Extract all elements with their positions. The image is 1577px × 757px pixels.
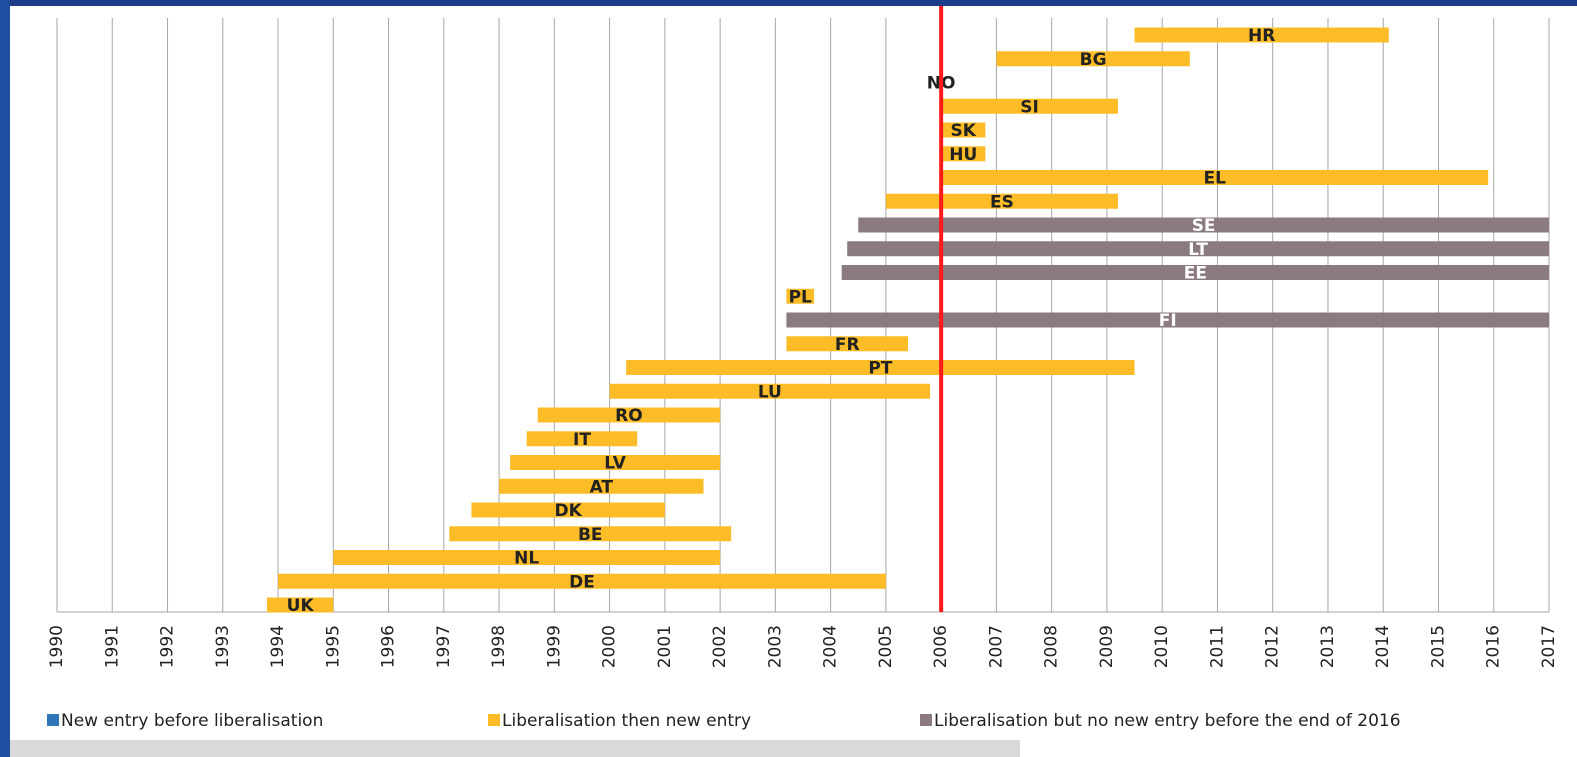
bar-label: UK (287, 596, 315, 616)
x-tick-label: 2011 (1207, 625, 1227, 668)
x-tick-label: 2007 (986, 625, 1006, 668)
bar-label: EL (1203, 169, 1226, 189)
bar-label: NL (514, 549, 539, 569)
legend-label: Liberalisation but no new entry before t… (934, 711, 1401, 731)
bar-label: DK (554, 501, 582, 521)
bar-label: SI (1020, 97, 1039, 117)
x-tick-label: 1998 (489, 625, 509, 668)
bar (941, 170, 1489, 185)
bar (471, 502, 665, 518)
bar (278, 573, 886, 589)
bar (941, 146, 986, 162)
bar (786, 312, 1549, 328)
bar-label: LV (604, 454, 626, 474)
x-tick-label: 2014 (1373, 625, 1393, 668)
x-tick-label: 1995 (323, 625, 343, 668)
bar (510, 455, 721, 470)
top-band (0, 0, 1577, 6)
bar (449, 526, 732, 542)
bar (537, 407, 721, 423)
bar (333, 550, 721, 565)
x-tick-label: 2006 (931, 625, 951, 668)
bar-label: EE (1184, 264, 1207, 284)
bar-label: BG (1080, 50, 1107, 70)
x-tick-label: 1996 (379, 625, 399, 668)
x-tick-label: 2015 (1428, 625, 1448, 668)
bar-label: FR (835, 335, 860, 355)
bar (996, 51, 1190, 67)
bar (526, 431, 638, 447)
bar (266, 597, 334, 613)
bar-label: ES (990, 192, 1014, 212)
x-tick-label: 1994 (268, 625, 288, 668)
bar (885, 193, 1118, 209)
x-tick-label: 1997 (434, 625, 454, 668)
x-tick-label: 2001 (655, 625, 675, 668)
bar (626, 360, 1135, 375)
bar (786, 288, 815, 304)
left-band (0, 0, 10, 757)
x-tick-label: 2004 (821, 625, 841, 668)
x-tick-label: 2013 (1318, 625, 1338, 668)
bar-label: LU (758, 382, 782, 402)
bar (1134, 27, 1389, 43)
bar (941, 122, 986, 138)
bar-label: BE (578, 525, 603, 545)
x-tick-label: 1992 (158, 625, 178, 668)
x-tick-label: 2008 (1042, 625, 1062, 668)
legend-label: New entry before liberalisation (61, 711, 323, 731)
bar-label: DE (569, 572, 595, 592)
bar-label: FI (1159, 311, 1177, 331)
x-tick-label: 2012 (1263, 625, 1283, 668)
x-tick-label: 2010 (1152, 625, 1172, 668)
x-tick-label: 1999 (544, 625, 564, 668)
bar-label: IT (573, 430, 591, 450)
bar-label: SK (951, 121, 977, 141)
legend-label: Liberalisation then new entry (502, 711, 751, 731)
footer-band (10, 740, 1020, 757)
legend-swatch (47, 714, 59, 726)
bar (841, 265, 1549, 280)
x-tick-label: 2005 (876, 625, 896, 668)
x-tick-label: 1991 (102, 625, 122, 668)
bar-label: RO (615, 406, 643, 426)
x-tick-label: 2002 (710, 625, 730, 668)
bar (786, 336, 908, 352)
bar (847, 241, 1549, 257)
bar-label: HR (1248, 26, 1275, 46)
bar-label: PT (868, 359, 892, 379)
x-tick-label: 1990 (47, 625, 67, 668)
bar (941, 98, 1118, 114)
x-tick-label: 2017 (1539, 625, 1559, 668)
legend-swatch (920, 714, 932, 726)
bar-label: LT (1188, 240, 1208, 260)
x-tick-label: 1993 (213, 625, 233, 668)
bar-label: HU (949, 145, 977, 165)
x-tick-label: 2000 (600, 625, 620, 668)
legend-swatch (488, 714, 500, 726)
x-tick-label: 2016 (1484, 625, 1504, 668)
bar-label: PL (789, 287, 812, 307)
bar-label: AT (590, 477, 614, 497)
bar (609, 383, 931, 399)
x-tick-label: 2003 (765, 625, 785, 668)
bar (499, 478, 704, 494)
x-tick-label: 2009 (1097, 625, 1117, 668)
bar-label: SE (1192, 216, 1216, 236)
bar (858, 217, 1549, 233)
